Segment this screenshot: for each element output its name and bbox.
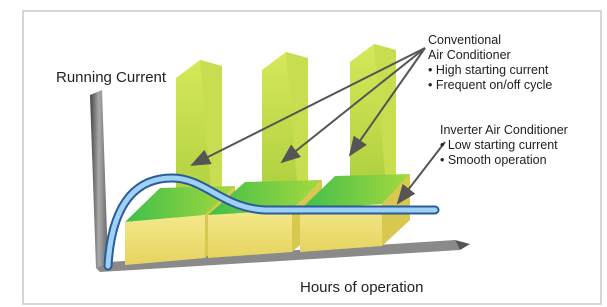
inverter-bullet: • Smooth operation — [440, 153, 547, 167]
inverter-title: Inverter Air Conditioner — [440, 123, 568, 137]
conventional-title: Air Conditioner — [428, 48, 511, 62]
conventional-bullet: • High starting current — [428, 63, 549, 77]
y-axis-label: Running Current — [56, 69, 167, 86]
inverter-bullet: • Low starting current — [440, 138, 558, 152]
page: {"labels": {"y_axis": "Running Current",… — [0, 0, 607, 307]
diagram: Running Current Hours of operation Conve… — [0, 0, 607, 307]
conventional-bullet: • Frequent on/off cycle — [428, 78, 552, 92]
conventional-title: Conventional — [428, 33, 501, 47]
x-axis-label: Hours of operation — [300, 279, 423, 296]
